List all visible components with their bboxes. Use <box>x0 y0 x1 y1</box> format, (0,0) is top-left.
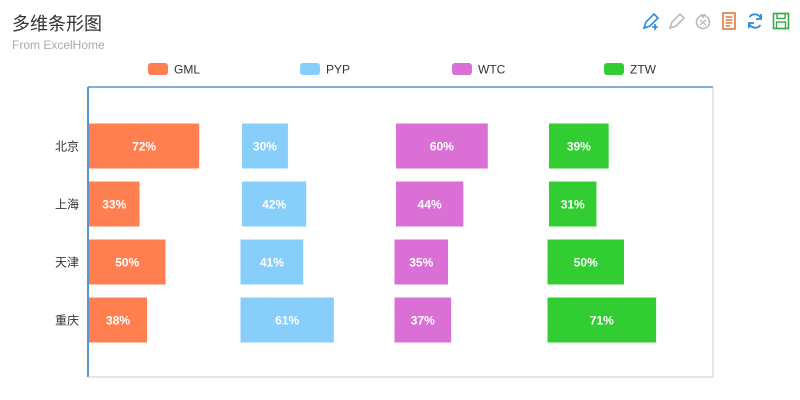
bar-value-label: 61% <box>275 314 299 328</box>
category-label: 天津 <box>55 256 79 270</box>
legend-label: ZTW <box>630 63 657 77</box>
category-label: 北京 <box>55 140 79 154</box>
bar-value-label: 30% <box>253 140 277 154</box>
bar-pyp[interactable] <box>242 181 307 227</box>
bar-value-label: 31% <box>561 198 585 212</box>
legend-item-gml[interactable]: GML <box>148 63 200 77</box>
zoom-pen-icon[interactable] <box>640 10 662 32</box>
bar-ztw[interactable] <box>549 123 609 169</box>
bar-value-label: 37% <box>411 314 435 328</box>
clear-icon[interactable] <box>692 10 714 32</box>
bar-wtc[interactable] <box>396 123 488 169</box>
legend-swatch <box>604 63 624 75</box>
bar-value-label: 41% <box>260 256 284 270</box>
bar-wtc[interactable] <box>394 239 449 285</box>
bar-pyp[interactable] <box>240 297 334 343</box>
bar-value-label: 60% <box>430 140 454 154</box>
chart-title: 多维条形图 <box>12 14 102 35</box>
legend-label: GML <box>174 63 200 77</box>
bar-value-label: 33% <box>102 198 126 212</box>
chart-subtitle: From ExcelHome <box>12 38 105 52</box>
category-label: 重庆 <box>55 314 79 328</box>
legend-item-wtc[interactable]: WTC <box>452 63 506 77</box>
bar-ztw[interactable] <box>547 297 657 343</box>
bar-value-label: 39% <box>567 140 591 154</box>
legend-swatch <box>300 63 320 75</box>
bar-value-label: 42% <box>262 198 286 212</box>
legend-item-pyp[interactable]: PYP <box>300 63 350 77</box>
legend-item-ztw[interactable]: ZTW <box>604 63 657 77</box>
bar-gml[interactable] <box>89 123 200 169</box>
legend-label: PYP <box>326 63 350 77</box>
bar-gml[interactable] <box>89 181 140 227</box>
bar-pyp[interactable] <box>240 239 304 285</box>
bar-value-label: 38% <box>106 314 130 328</box>
bar-value-label: 71% <box>590 314 614 328</box>
bar-value-label: 50% <box>574 256 598 270</box>
save-image-icon[interactable] <box>770 10 792 32</box>
zoom-reset-icon[interactable] <box>666 10 688 32</box>
bar-wtc[interactable] <box>394 297 452 343</box>
bar-value-label: 72% <box>132 140 156 154</box>
toolbox <box>640 10 792 32</box>
bar-value-label: 35% <box>409 256 433 270</box>
legend-swatch <box>148 63 168 75</box>
bar-value-label: 50% <box>115 256 139 270</box>
bar-value-label: 44% <box>418 198 442 212</box>
legend-swatch <box>452 63 472 75</box>
category-label: 上海 <box>55 197 79 212</box>
bar-pyp[interactable] <box>242 123 288 169</box>
refresh-icon[interactable] <box>744 10 766 32</box>
bar-ztw[interactable] <box>549 181 597 227</box>
bar-ztw[interactable] <box>547 239 625 285</box>
bar-gml[interactable] <box>89 297 148 343</box>
legend-label: WTC <box>478 63 506 77</box>
bar-wtc[interactable] <box>396 181 464 227</box>
data-view-icon[interactable] <box>718 10 740 32</box>
bar-gml[interactable] <box>89 239 166 285</box>
